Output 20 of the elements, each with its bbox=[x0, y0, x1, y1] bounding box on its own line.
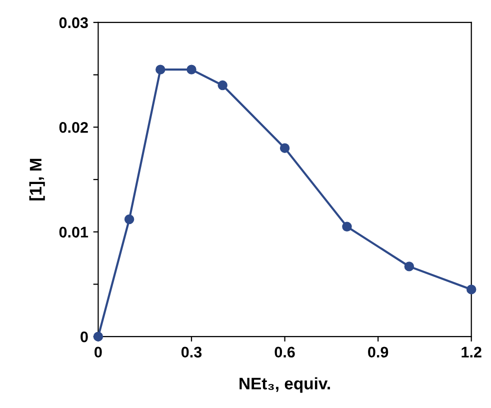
y-axis-title: [1], M bbox=[29, 158, 45, 200]
point bbox=[124, 214, 134, 224]
point bbox=[156, 64, 166, 74]
y-tick-label: 0 bbox=[80, 331, 88, 342]
point bbox=[466, 284, 476, 294]
point bbox=[218, 80, 228, 90]
point bbox=[93, 332, 104, 342]
x-tick-label: 0 bbox=[94, 346, 102, 358]
x-tick-label: 0.6 bbox=[274, 346, 295, 358]
point bbox=[342, 222, 352, 232]
point bbox=[404, 262, 414, 272]
y-tick-label: 0.01 bbox=[59, 226, 88, 238]
x-tick-label: 0.3 bbox=[181, 346, 202, 358]
y-tick-label: 0.03 bbox=[59, 17, 88, 28]
y-tick-label: 0.02 bbox=[59, 122, 88, 133]
point bbox=[186, 64, 196, 74]
x-tick-label: 0.9 bbox=[368, 346, 388, 358]
point bbox=[280, 143, 290, 153]
x-tick-label: 1.2 bbox=[462, 346, 482, 358]
x-axis-title: NEt₃, equiv. bbox=[240, 377, 330, 393]
